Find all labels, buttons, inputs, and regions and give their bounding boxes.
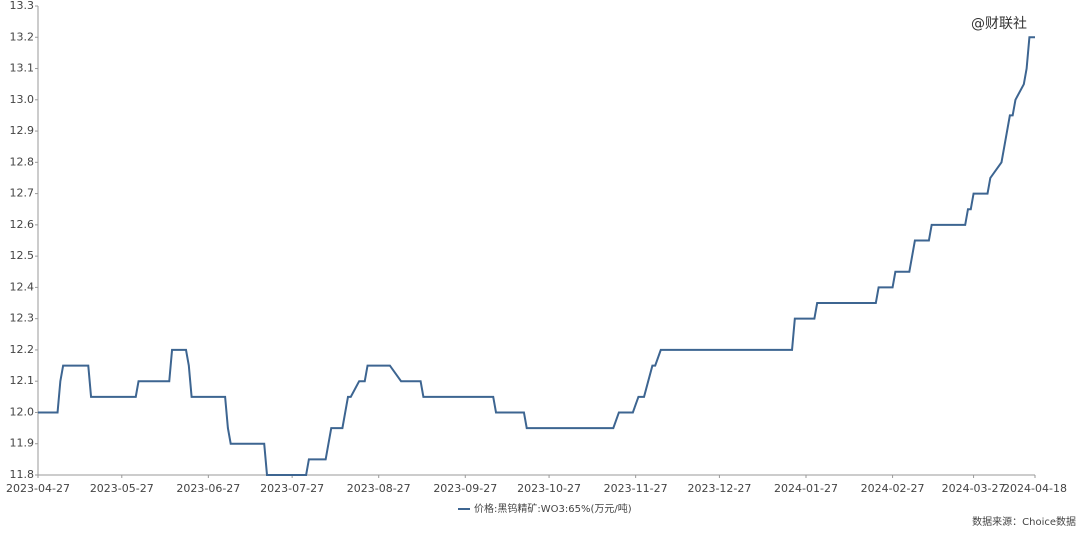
y-tick-label: 12.5: [10, 249, 35, 262]
y-tick-label: 13.1: [10, 62, 35, 75]
y-tick-label: 12.2: [10, 343, 35, 356]
x-tick-label: 2023-07-27: [260, 482, 324, 495]
y-tick-label: 11.9: [10, 437, 35, 450]
series-line: [38, 36, 1035, 476]
x-tick-label: 2023-11-27: [604, 482, 668, 495]
y-tick-label: 12.1: [10, 374, 35, 387]
y-tick-label: 12.9: [10, 124, 35, 137]
x-tick-label: 2023-08-27: [347, 482, 411, 495]
x-tick-label: 2023-10-27: [517, 482, 581, 495]
x-tick-label: 2024-04-18: [1003, 482, 1067, 495]
y-tick-label: 13.2: [10, 30, 35, 43]
source-note: 数据来源：Choice数据: [972, 515, 1076, 528]
y-tick-label: 12.4: [10, 280, 35, 293]
y-tick-label: 11.8: [10, 468, 35, 481]
y-tick-label: 13.0: [10, 93, 35, 106]
y-tick-label: 12.3: [10, 312, 35, 325]
x-tick-label: 2024-01-27: [774, 482, 838, 495]
y-tick-label: 12.0: [10, 405, 35, 418]
x-tick-label: 2023-05-27: [90, 482, 154, 495]
legend-label: 价格:黑钨精矿:WO3:65%(万元/吨): [474, 502, 632, 515]
y-tick-label: 13.3: [10, 0, 35, 12]
y-tick-label: 12.6: [10, 218, 35, 231]
x-tick-label: 2024-03-27: [942, 482, 1006, 495]
y-tick-label: 12.7: [10, 187, 35, 200]
x-tick-label: 2023-09-27: [433, 482, 497, 495]
x-tick-label: 2024-02-27: [861, 482, 925, 495]
watermark: @财联社: [971, 16, 1027, 32]
x-tick-label: 2023-04-27: [6, 482, 70, 495]
x-tick-label: 2023-12-27: [687, 482, 751, 495]
x-tick-label: 2023-06-27: [176, 482, 240, 495]
y-tick-label: 12.8: [10, 155, 35, 168]
